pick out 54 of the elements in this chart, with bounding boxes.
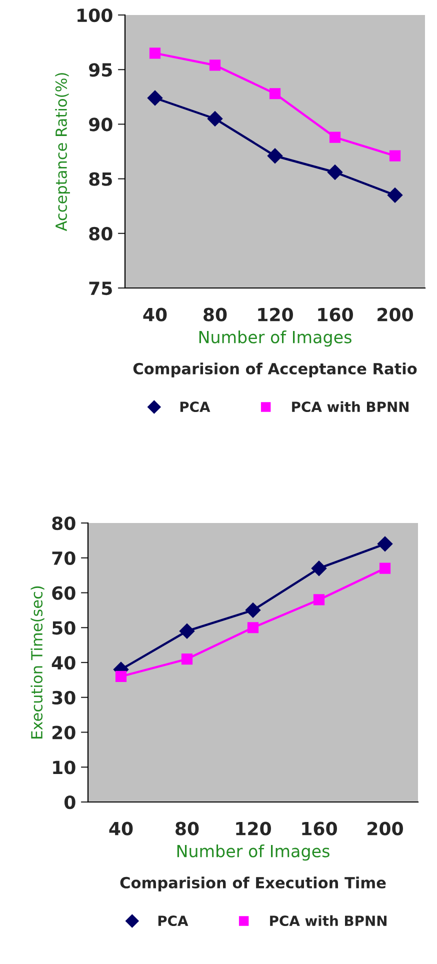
y-tick-label: 75 <box>89 282 112 296</box>
point <box>329 132 341 143</box>
x-tick-label: 40 <box>109 822 133 836</box>
point <box>181 653 193 665</box>
legend-label: PCA with BPNN <box>292 401 408 412</box>
point <box>269 88 281 100</box>
point <box>327 164 343 180</box>
y-tick-label: 0 <box>64 795 76 810</box>
y-tick-label: 40 <box>52 656 76 670</box>
y-axis-title: Execution Time(sec) <box>30 586 44 738</box>
y-tick-label: 90 <box>89 118 112 132</box>
point <box>267 148 283 164</box>
y-tick-label: 95 <box>89 63 112 77</box>
y-tick-label: 70 <box>52 551 76 565</box>
x-tick-label: 80 <box>204 308 227 322</box>
x-tick-label: 200 <box>368 822 403 836</box>
y-tick-label: 20 <box>52 726 76 740</box>
y-tick-label: 85 <box>89 172 112 186</box>
point <box>387 188 403 203</box>
point <box>247 622 259 634</box>
legend-label: PCA with BPNN <box>270 915 386 926</box>
y-tick-label: 60 <box>52 586 76 600</box>
y-tick-label: 80 <box>89 226 112 241</box>
point <box>377 536 393 552</box>
legend-label: PCA <box>180 402 210 412</box>
point <box>379 562 391 574</box>
point <box>209 60 221 71</box>
text: Comparision of Execution Time <box>120 876 386 892</box>
x-tick-label: 40 <box>143 308 167 322</box>
text: Comparision of Acceptance Ratio <box>133 362 417 378</box>
point <box>311 560 327 576</box>
x-tick-label: 160 <box>302 822 337 836</box>
y-tick-label: 30 <box>52 690 76 704</box>
x-tick-label: 120 <box>258 308 293 322</box>
y-tick-label: 10 <box>53 760 76 774</box>
x-tick-label: 200 <box>378 308 413 322</box>
y-tick-label: 100 <box>78 8 112 22</box>
point <box>149 48 161 59</box>
point <box>245 602 261 618</box>
point <box>207 111 223 126</box>
y-axis-title: Acceptance Ratio(%) <box>55 73 70 232</box>
x-tick-label: 160 <box>318 308 353 322</box>
point <box>115 670 127 682</box>
x-tick-label: 80 <box>176 822 199 836</box>
point <box>313 594 325 606</box>
legend-label: PCA <box>158 916 188 926</box>
point <box>389 150 401 162</box>
x-axis-title: Number of Images <box>199 330 352 347</box>
point <box>179 624 195 639</box>
x-axis-title: Number of Images <box>177 844 330 861</box>
point <box>147 90 163 106</box>
y-tick-label: 50 <box>52 621 76 635</box>
x-tick-label: 120 <box>236 822 271 836</box>
y-tick-label: 80 <box>52 516 76 530</box>
